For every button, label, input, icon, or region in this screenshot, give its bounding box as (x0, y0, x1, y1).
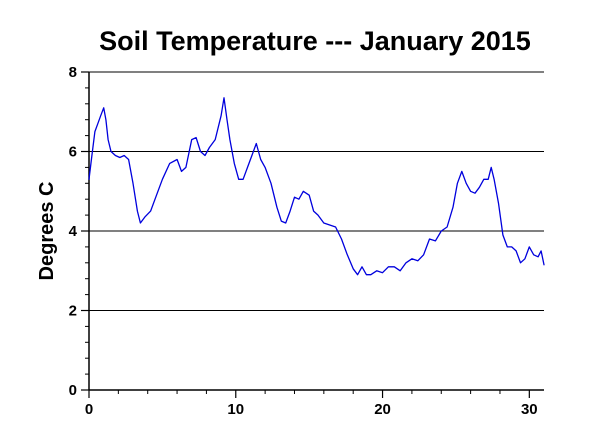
x-tick-label-0: 0 (85, 401, 93, 418)
series-group (88, 97, 545, 276)
axis-ticks (81, 71, 530, 398)
y-tick-label-0: 0 (69, 382, 77, 399)
y-tick-label-4: 4 (69, 223, 78, 240)
y-tick-label-2: 2 (69, 303, 77, 320)
y-axis-label: Degrees C (36, 182, 58, 281)
grid-lines (89, 71, 544, 311)
chart-title: Soil Temperature --- January 2015 (99, 26, 531, 56)
x-tick-label-20: 20 (374, 401, 391, 418)
axis-tick-labels: 0 2 4 6 8 0 10 20 30 (69, 64, 538, 418)
series-line-0 (88, 97, 545, 276)
x-tick-label-10: 10 (227, 401, 244, 418)
y-tick-label-6: 6 (69, 144, 77, 161)
y-tick-label-8: 8 (69, 64, 77, 81)
x-tick-label-30: 30 (521, 401, 538, 418)
